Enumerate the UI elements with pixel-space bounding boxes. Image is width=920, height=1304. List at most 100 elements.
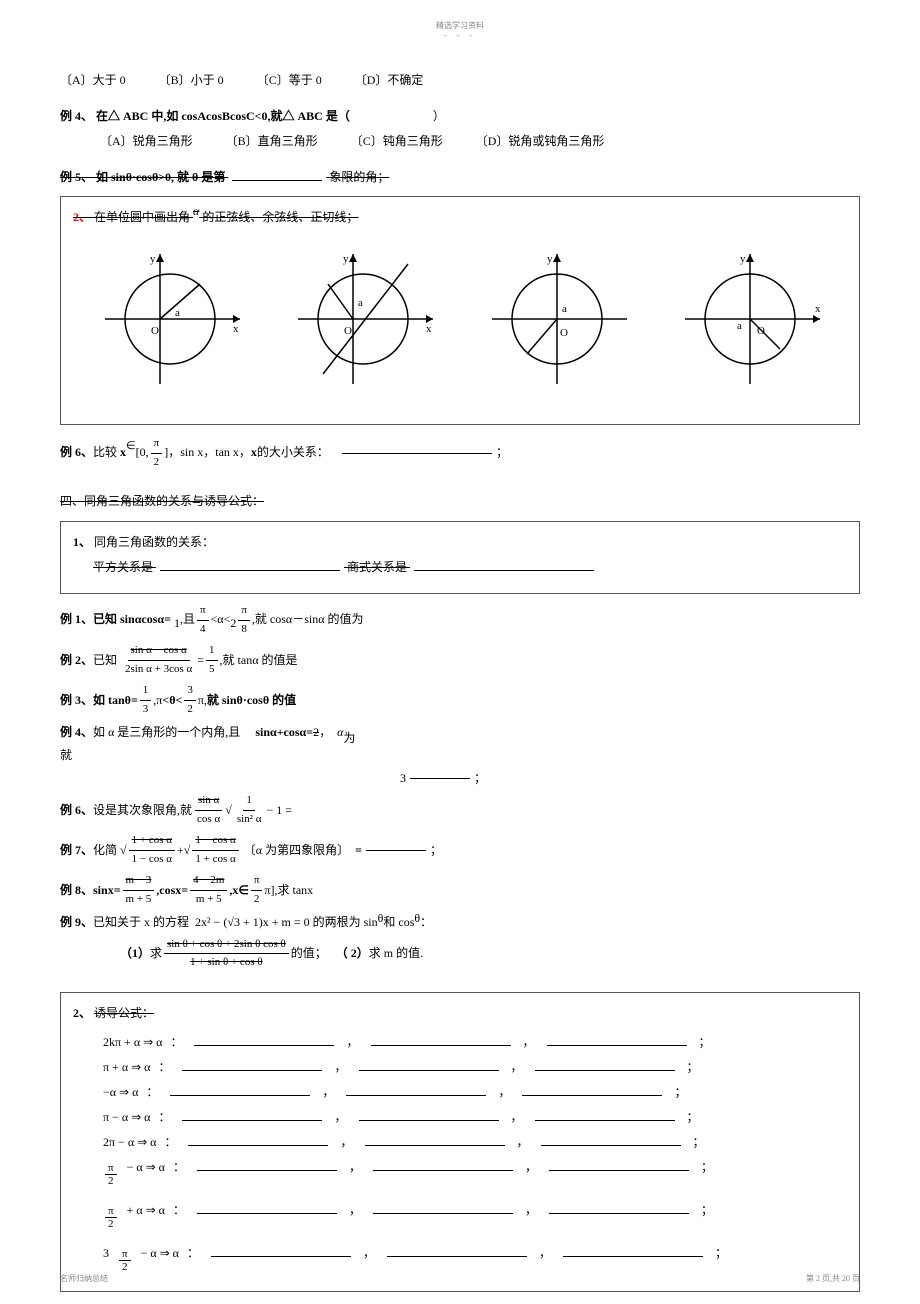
f2-s: ；	[687, 1058, 699, 1075]
f5-colon: ：	[164, 1133, 176, 1150]
s4ex6-prefix: 设是其次象限角	[93, 801, 177, 820]
s4ex1-prefix: 已知 sinαcosα=	[93, 610, 171, 629]
f4-c2: ，	[511, 1108, 523, 1125]
f8-b3	[563, 1256, 703, 1257]
s4ex7-plus: +	[177, 841, 184, 860]
formula-neg-a: −α ⇒ α ： ， ， ；	[73, 1083, 847, 1100]
s4-ex4-row2: 就	[60, 746, 860, 765]
s4ex8-two: 2	[251, 891, 263, 909]
f6-colon: ：	[173, 1158, 185, 1175]
formula-pi-minus-a: π − α ⇒ α ： ， ， ；	[73, 1108, 847, 1125]
f6-c1: ，	[349, 1158, 361, 1175]
s4ex9-prefix: 已知关于 x 的方程	[93, 913, 189, 932]
choice-a: 〔A〕大于 0	[60, 73, 126, 87]
s4ex4-jiu: 就	[60, 746, 72, 765]
s4ex2-bot: 2sin α + 3cos α	[122, 661, 195, 679]
s4ex2-frac: sin α − cos α 2sin α + 3cos α	[122, 642, 195, 678]
box-4: 1、 同角三角函数的关系： 平方关系是 商式关系是	[60, 521, 860, 594]
s4ex8-xin: x∈	[232, 881, 248, 900]
box4-relations: 平方关系是 商式关系是	[73, 557, 847, 579]
f6-frac: π 2	[105, 1162, 117, 1187]
y-label: y	[150, 253, 156, 265]
y-label: y	[547, 253, 553, 265]
s4ex9-s2: （ 2）	[336, 944, 369, 963]
unit-circle-1: y x O a	[95, 244, 245, 394]
main-content: 〔A〕大于 0 〔B〕小于 0 〔C〕等于 0 〔D〕不确定 例 4、 在△ A…	[60, 70, 860, 1292]
s4ex9-b: 1 + sin θ + cos θ	[187, 954, 265, 972]
choice-c: 〔C〕等于 0	[257, 73, 322, 87]
f5-c2: ，	[517, 1133, 529, 1150]
f3-c2: ，	[498, 1083, 510, 1100]
top-banner: 精选学习资料 - - -	[60, 20, 860, 40]
box2-label: 2、	[73, 210, 91, 224]
f4-b1	[182, 1120, 322, 1121]
f8-c2: ，	[539, 1244, 551, 1261]
f6-pi: π	[105, 1162, 117, 1175]
s4ex8-t1: m − 3	[123, 872, 155, 891]
s4ex6-b2: sin² α	[234, 811, 265, 829]
s4ex7-b2: 1 + cos α	[192, 851, 238, 869]
formula-pi2-minus-a: π 2 − α ⇒ α ： ， ， ；	[73, 1158, 847, 1187]
f7-pi: π	[105, 1205, 117, 1218]
unit-circle-4: y x a O	[675, 244, 825, 394]
f6-b3	[549, 1170, 689, 1171]
s4ex8-f3: π 2	[251, 872, 263, 908]
s4ex1-label: 例 1、	[60, 610, 93, 629]
f1-c1: ，	[346, 1033, 358, 1050]
ex6-label: 例 6、	[60, 443, 93, 462]
f4-s: ；	[687, 1108, 699, 1125]
formula-3pi2-minus-a: 3 π 2 − α ⇒ α ： ， ， ；	[73, 1244, 847, 1273]
s4ex7-t2: 1 − cos α	[192, 832, 238, 851]
ex6-semi: ；	[496, 443, 508, 462]
s4ex1-f2: π 8	[238, 602, 250, 638]
f3-lhs: −α ⇒ α	[103, 1085, 138, 1100]
a-label: a	[562, 303, 567, 315]
ex4-close: ）	[433, 109, 445, 123]
unit-circle-3: y a O	[482, 244, 632, 394]
box-5: 2、 诱导公式： 2kπ + α ⇒ α ： ， ， ； π + α ⇒ α ：…	[60, 992, 860, 1292]
f4-lhs: π − α ⇒ α	[103, 1110, 150, 1125]
f2-c1: ，	[334, 1058, 346, 1075]
s4-ex3: 例 3、 如 tanθ= 1 3 , π <θ< 3 2 π, 就 sinθ·c…	[60, 682, 860, 718]
s4ex6-b1: cos α	[194, 811, 223, 829]
s4ex6-frac1: sin α cos α	[194, 792, 223, 828]
f4-b2	[359, 1120, 499, 1121]
f7-b1	[197, 1213, 337, 1214]
f5-c1: ，	[340, 1133, 352, 1150]
f8-three: 3	[103, 1246, 109, 1261]
s4ex8-t2: 4 − 2m	[190, 872, 227, 891]
ex5-blank	[232, 180, 322, 181]
footer-left: 名师归纳总结	[60, 1273, 108, 1284]
f4-colon: ：	[158, 1108, 170, 1125]
choice-b: 〔B〕小于 0	[159, 73, 224, 87]
three2: 3	[184, 682, 196, 701]
s4ex8-label: 例 8、	[60, 881, 93, 900]
s4ex2-frac2: 1 5	[206, 642, 218, 678]
s4ex4-semi: ；	[474, 769, 486, 788]
unit-circle-2: y x O a	[288, 244, 438, 394]
f6-b2	[373, 1170, 513, 1171]
ex5-label: 例 5、	[60, 170, 93, 184]
ex6-frac: π 2	[151, 435, 163, 471]
s4ex9-qiu: 求	[150, 944, 162, 963]
f3-s: ；	[674, 1083, 686, 1100]
s4ex7-blank	[366, 850, 426, 851]
f6-lhs: − α ⇒ α	[127, 1160, 165, 1175]
ex6-blank	[342, 453, 492, 454]
f7-b2	[373, 1213, 513, 1214]
s4-ex9-sub1: （1） 求 sin θ + cos θ + 2sin θ cos θ 1 + s…	[60, 936, 860, 972]
three: 3	[140, 701, 152, 719]
ex5-text: 如 sinθ·cosθ>0, 就 θ 是第	[96, 170, 225, 184]
a-label: a	[358, 297, 363, 309]
s4ex1-suffix: ,就 cosα－sinα 的值为	[252, 610, 364, 629]
s4ex4-label: 例 4、	[60, 723, 93, 742]
s4ex7-f1: 1 + cos α 1 − cos α	[129, 832, 175, 868]
ex6-in: ∈	[126, 438, 136, 456]
s4ex9-colon: ：	[420, 913, 432, 932]
two2: 2	[184, 701, 196, 719]
f5-lhs: 2π − α ⇒ α	[103, 1135, 156, 1150]
s4ex4-blank	[410, 778, 470, 779]
s4ex8-pil: π]	[264, 881, 274, 900]
s4ex7-eq: =	[355, 841, 362, 860]
ex9-eq: 2x² − (√3 + 1)x + m = 0	[195, 913, 310, 932]
